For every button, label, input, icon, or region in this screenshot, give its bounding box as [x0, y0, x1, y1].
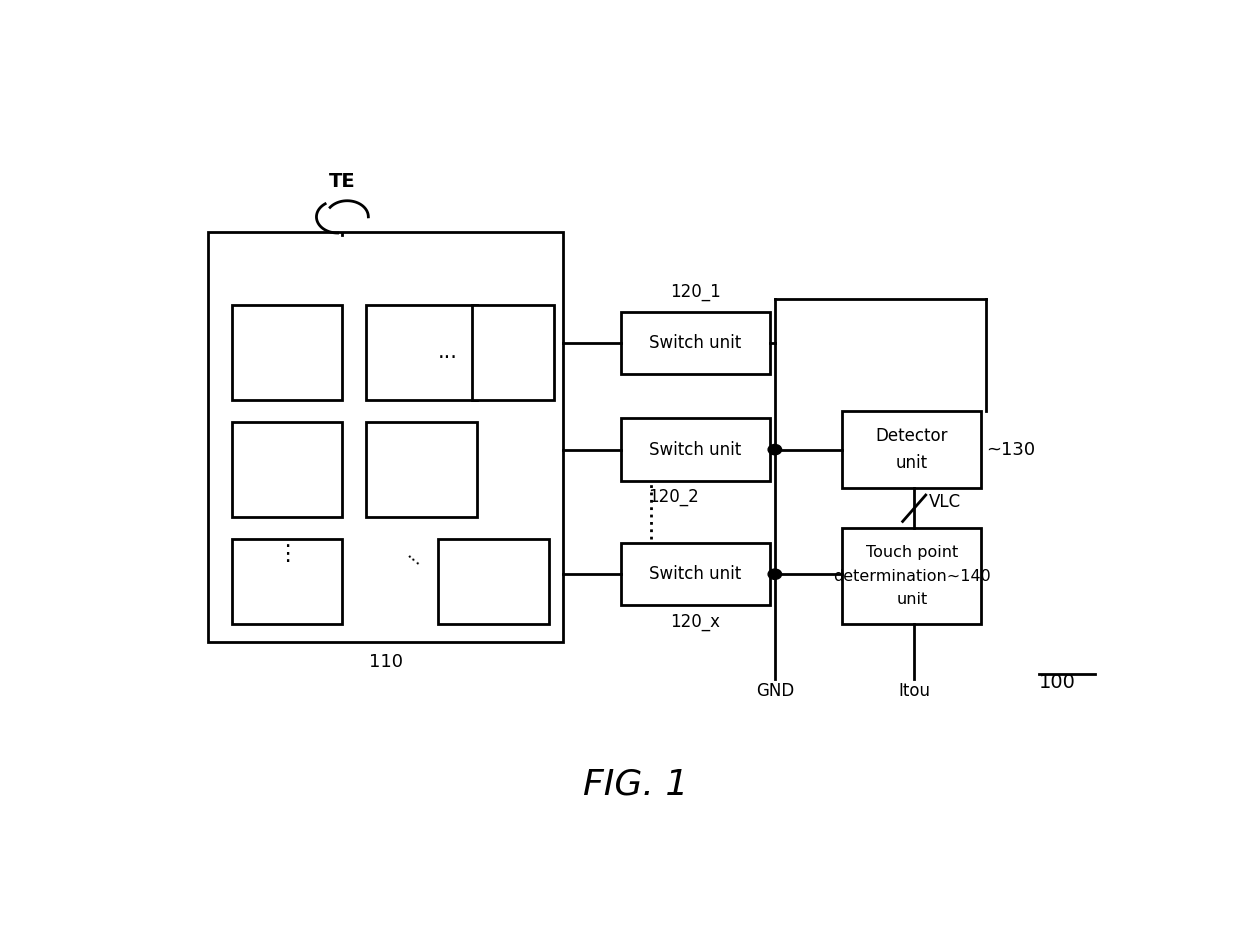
Text: GND: GND [755, 683, 794, 701]
Text: ...: ... [438, 343, 458, 363]
Text: unit: unit [897, 592, 928, 607]
Text: 120_1: 120_1 [670, 283, 720, 301]
Text: 120_x: 120_x [671, 613, 720, 631]
Text: determination~140: determination~140 [833, 568, 991, 584]
Text: ~130: ~130 [986, 441, 1035, 459]
Text: 100: 100 [1039, 673, 1076, 692]
Text: Touch point: Touch point [866, 545, 959, 560]
Text: Itou: Itou [898, 683, 930, 701]
Text: Switch unit: Switch unit [650, 441, 742, 459]
Text: Detector: Detector [875, 427, 949, 446]
Bar [842, 411, 982, 488]
Text: Switch unit: Switch unit [650, 334, 742, 352]
Bar [232, 540, 342, 624]
Bar [208, 231, 563, 642]
Bar [842, 528, 982, 624]
Bar [367, 305, 477, 400]
Text: FIG. 1: FIG. 1 [583, 768, 688, 802]
Text: VLC: VLC [929, 493, 961, 511]
Text: TE: TE [329, 172, 356, 191]
Bar [367, 422, 477, 518]
Text: 110: 110 [368, 653, 403, 671]
Text: ⋮: ⋮ [277, 544, 299, 565]
Bar [472, 305, 554, 400]
Bar [621, 419, 770, 481]
Text: Switch unit: Switch unit [650, 565, 742, 584]
Bar [621, 312, 770, 374]
Bar [232, 422, 342, 518]
Circle shape [768, 569, 781, 580]
Text: ...: ... [402, 545, 427, 570]
Bar [232, 305, 342, 400]
Circle shape [768, 445, 781, 455]
Text: unit: unit [895, 454, 928, 472]
Bar [621, 543, 770, 605]
Bar [439, 540, 549, 624]
Text: 120_2: 120_2 [647, 488, 698, 506]
